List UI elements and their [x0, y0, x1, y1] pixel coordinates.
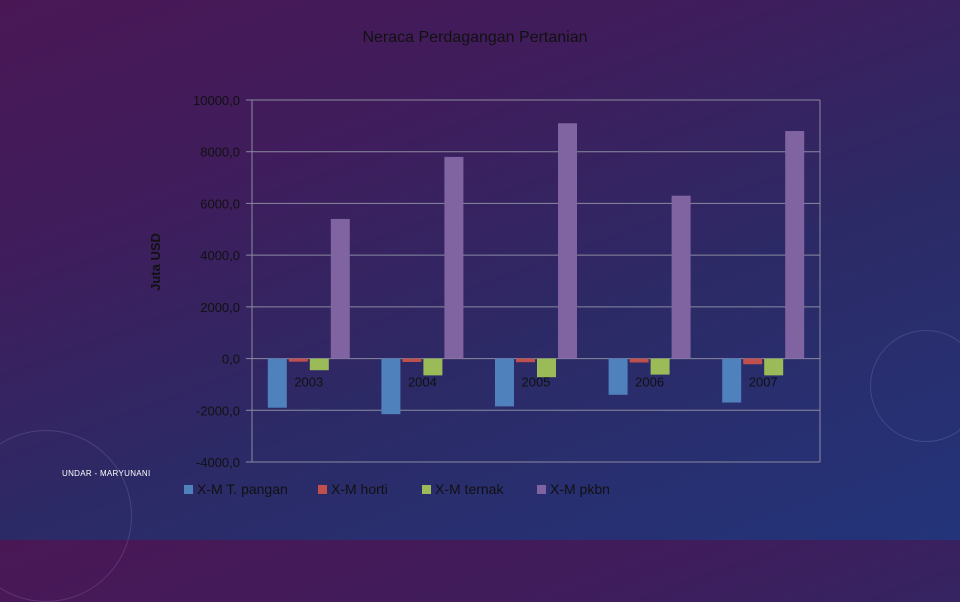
bar-x-m-pkbn-2004 [444, 156, 464, 359]
y-tick-label: 8000,0 [200, 145, 240, 160]
bar-x-m-pkbn-2005 [558, 123, 577, 359]
bar-x-m-ternak-2004 [423, 358, 443, 376]
x-tick-label: 2003 [294, 375, 323, 390]
bar-x-m-t-pangan-2006 [608, 358, 628, 395]
x-tick-label: 2007 [749, 375, 778, 390]
y-tick-label: 4000,0 [200, 248, 240, 263]
legend: X-M T. pangan X-M horti X-M ternak X-M pkbn [184, 481, 610, 497]
bar-x-m-pkbn-2003 [330, 218, 350, 359]
legend-swatch [318, 485, 327, 494]
y-tick-label: 10000,0 [193, 93, 240, 108]
x-tick-label: 2005 [522, 375, 551, 390]
bar-x-m-horti-2003 [288, 358, 308, 362]
bar-x-m-ternak-2007 [764, 358, 784, 376]
chart: Neraca Perdagangan Pertanian 10000,0 8000… [148, 29, 821, 497]
bar-x-m-t-pangan-2007 [722, 358, 742, 403]
bar-x-m-pkbn-2006 [671, 195, 691, 359]
y-axis-label: Juta USD [148, 233, 163, 291]
bar-x-m-t-pangan-2003 [267, 358, 287, 408]
legend-label: X-M horti [331, 481, 388, 497]
bar-x-m-horti-2006 [629, 358, 649, 363]
x-tick-label: 2006 [635, 375, 664, 390]
bar-x-m-t-pangan-2004 [381, 358, 401, 415]
y-axis-ticks: 10000,0 8000,0 6000,0 4000,0 2000,0 0,0 -2000,… [193, 93, 240, 470]
chart-title: Neraca Perdagangan Pertanian [362, 29, 587, 46]
bar-x-m-t-pangan-2005 [495, 358, 514, 407]
y-tick-label: 6000,0 [200, 196, 240, 211]
y-tick-label: -2000,0 [196, 403, 240, 418]
bar-x-m-ternak-2003 [309, 358, 329, 371]
y-tick-label: 2000,0 [200, 300, 240, 315]
bar-x-m-horti-2007 [743, 358, 763, 365]
legend-swatch [537, 485, 546, 494]
legend-label: X-M pkbn [550, 481, 610, 497]
y-tick-label: 0,0 [222, 352, 240, 367]
legend-swatch [184, 485, 193, 494]
bar-x-m-pkbn-2007 [785, 131, 805, 359]
bar-x-m-ternak-2006 [650, 358, 670, 375]
y-tick-label: -4000,0 [196, 455, 240, 470]
bar-x-m-ternak-2005 [537, 358, 556, 378]
legend-label: X-M ternak [435, 481, 504, 497]
x-tick-label: 2004 [408, 375, 437, 390]
legend-label: X-M T. pangan [197, 481, 288, 497]
footer-credit: UNDAR - MARYUNANI [62, 469, 151, 478]
bars [267, 123, 805, 415]
legend-swatch [422, 485, 431, 494]
bar-x-m-horti-2005 [516, 358, 535, 363]
bar-x-m-horti-2004 [402, 358, 422, 362]
x-axis-ticks: 2003 2004 2005 2006 2007 [294, 375, 777, 390]
